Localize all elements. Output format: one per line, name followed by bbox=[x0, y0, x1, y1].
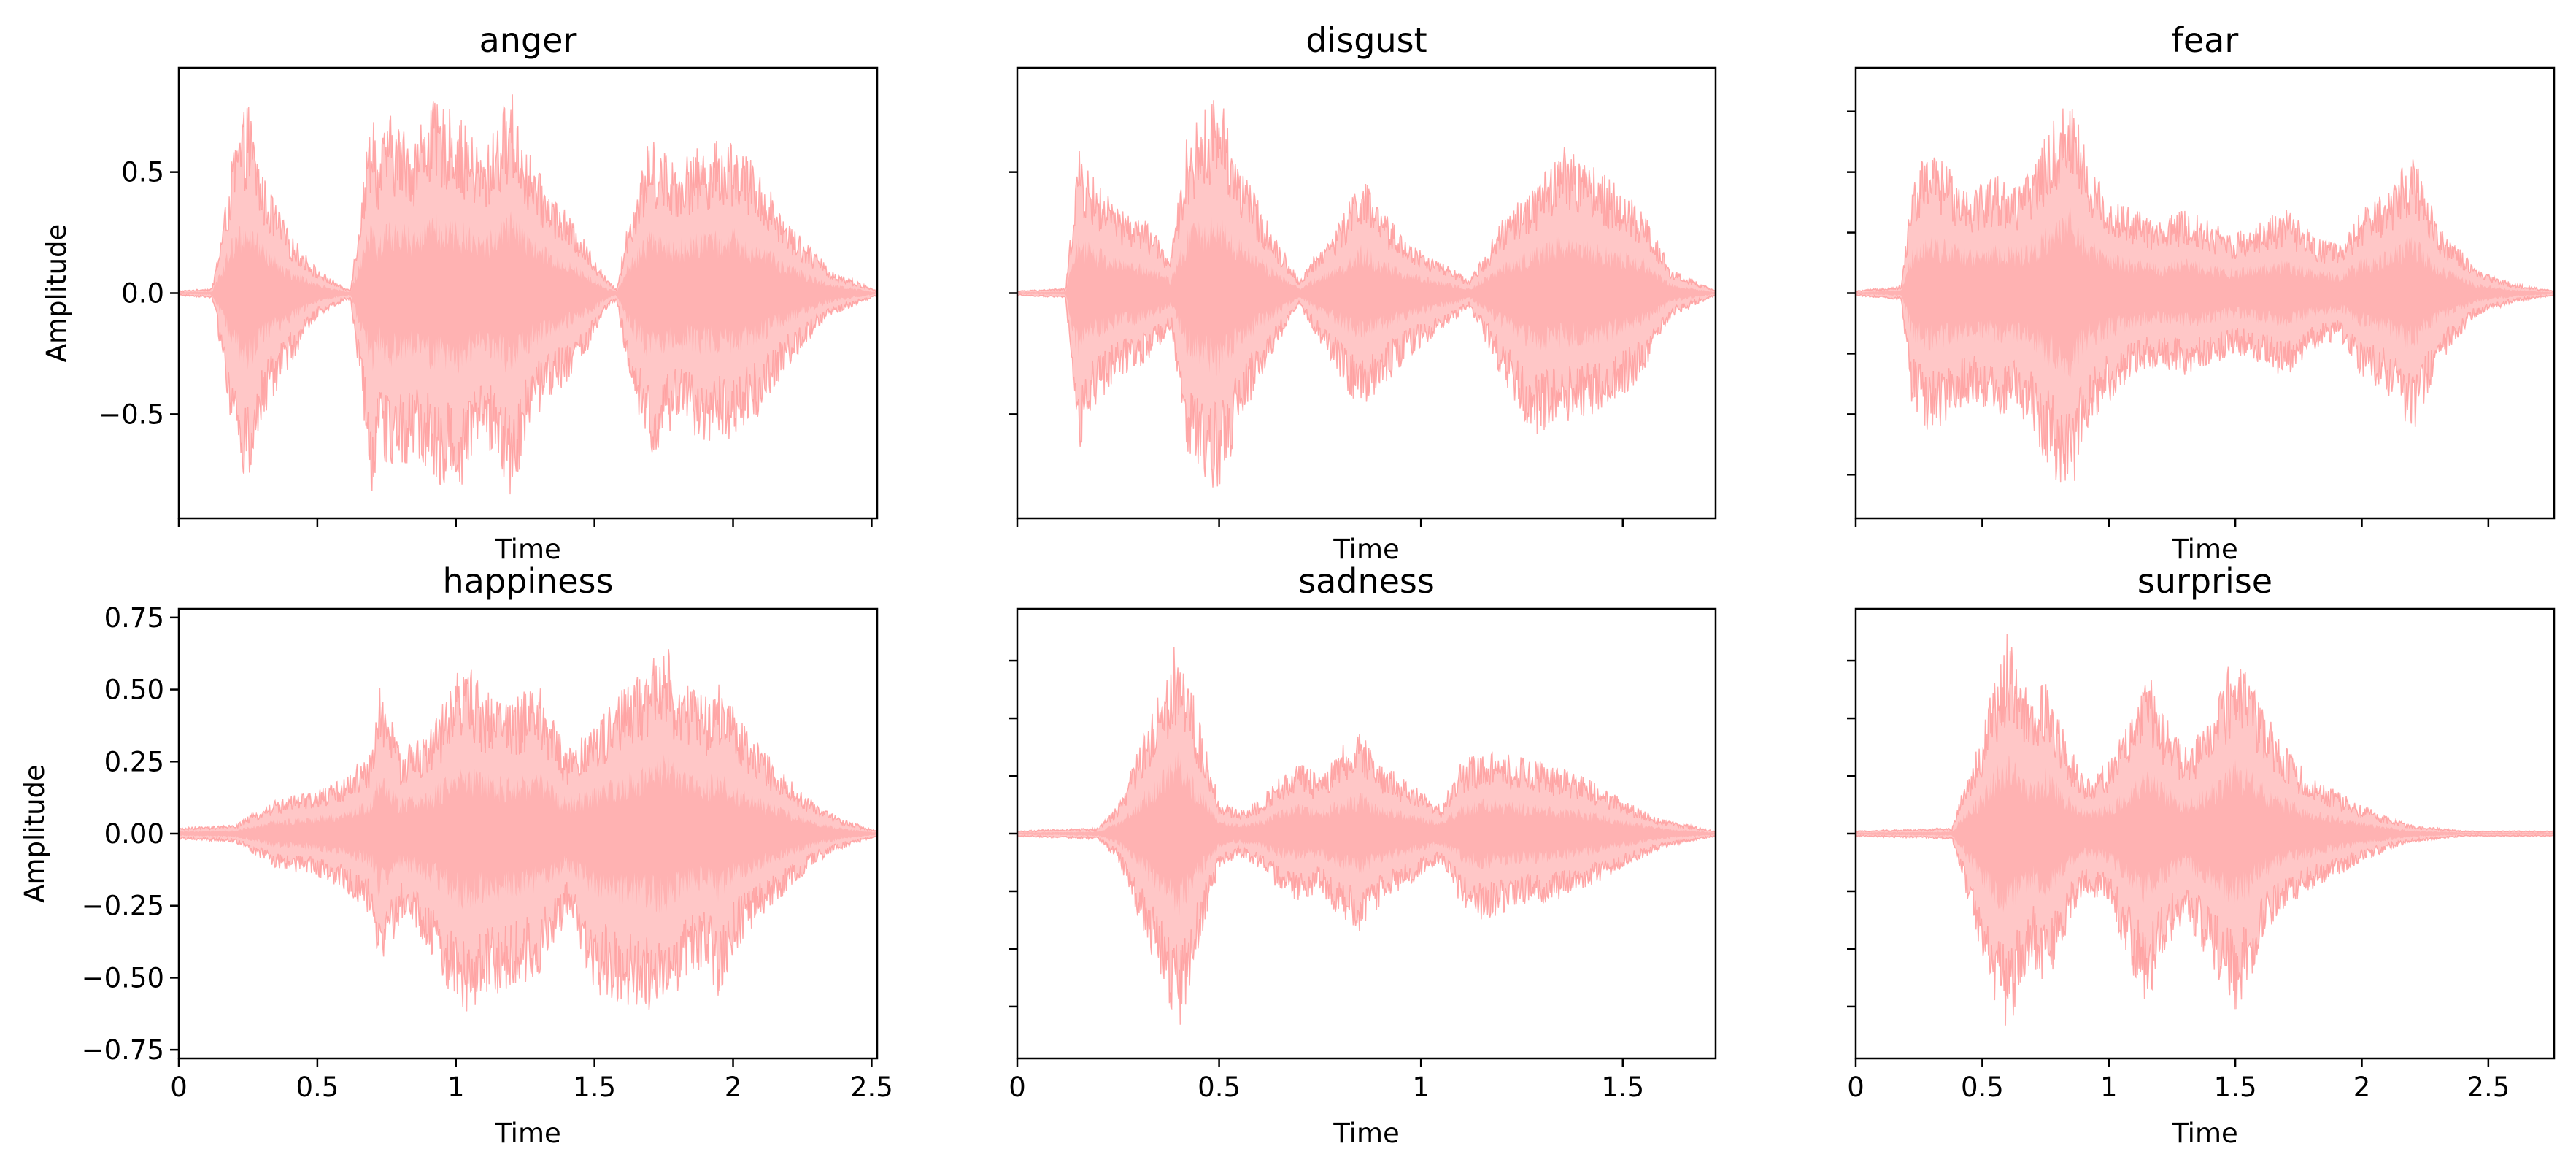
x-tick-label: 1 bbox=[447, 1072, 465, 1103]
x-axis-label: Time bbox=[2171, 534, 2238, 565]
y-axis-label: Amplitude bbox=[41, 224, 72, 363]
x-axis-label: Time bbox=[494, 534, 561, 565]
y-tick-label: 0.75 bbox=[104, 602, 164, 634]
y-tick-label: 0.50 bbox=[104, 675, 164, 706]
y-tick-label: −0.5 bbox=[99, 399, 164, 430]
y-tick-label: 0.5 bbox=[121, 157, 164, 188]
waveform-core bbox=[179, 211, 877, 374]
x-tick-label: 2.5 bbox=[850, 1072, 893, 1103]
x-axis-label: Time bbox=[1333, 1118, 1400, 1149]
x-tick-label: 1.5 bbox=[2214, 1072, 2257, 1103]
x-tick-label: 2.5 bbox=[2467, 1072, 2510, 1103]
x-axis-label: Time bbox=[2171, 1118, 2238, 1149]
x-tick-label: 0.5 bbox=[1198, 1072, 1241, 1103]
panel-title: happiness bbox=[443, 561, 614, 601]
waveform-core bbox=[1017, 750, 1716, 917]
x-tick-label: 1.5 bbox=[1601, 1072, 1644, 1103]
waveform-core bbox=[1856, 755, 2554, 912]
y-tick-label: −0.75 bbox=[82, 1034, 164, 1066]
x-tick-label: 1.5 bbox=[573, 1072, 616, 1103]
x-tick-label: 1 bbox=[2100, 1072, 2118, 1103]
x-tick-label: 0 bbox=[1847, 1072, 1864, 1103]
y-tick-label: 0.25 bbox=[104, 746, 164, 777]
panel-title: anger bbox=[479, 20, 577, 60]
waveform-core bbox=[1017, 212, 1716, 377]
waveform-core bbox=[179, 754, 877, 914]
panel-title: disgust bbox=[1306, 20, 1427, 60]
x-tick-label: 0 bbox=[1009, 1072, 1026, 1103]
y-tick-label: −0.50 bbox=[82, 962, 164, 994]
x-tick-label: 0 bbox=[170, 1072, 188, 1103]
waveform-core bbox=[1856, 207, 2554, 380]
panel-title: fear bbox=[2172, 20, 2239, 60]
panel-title: sadness bbox=[1298, 561, 1435, 601]
x-tick-label: 0.5 bbox=[296, 1072, 339, 1103]
y-tick-label: −0.25 bbox=[82, 891, 164, 922]
panel-title: surprise bbox=[2137, 561, 2272, 601]
y-axis-label: Amplitude bbox=[19, 764, 50, 903]
x-tick-label: 0.5 bbox=[1961, 1072, 2004, 1103]
x-tick-label: 2 bbox=[725, 1072, 742, 1103]
x-axis-label: Time bbox=[1333, 534, 1400, 565]
x-tick-label: 2 bbox=[2353, 1072, 2371, 1103]
y-tick-label: 0.00 bbox=[104, 818, 164, 850]
y-tick-label: 0.0 bbox=[121, 278, 164, 310]
x-axis-label: Time bbox=[494, 1118, 561, 1149]
x-tick-label: 1 bbox=[1412, 1072, 1430, 1103]
